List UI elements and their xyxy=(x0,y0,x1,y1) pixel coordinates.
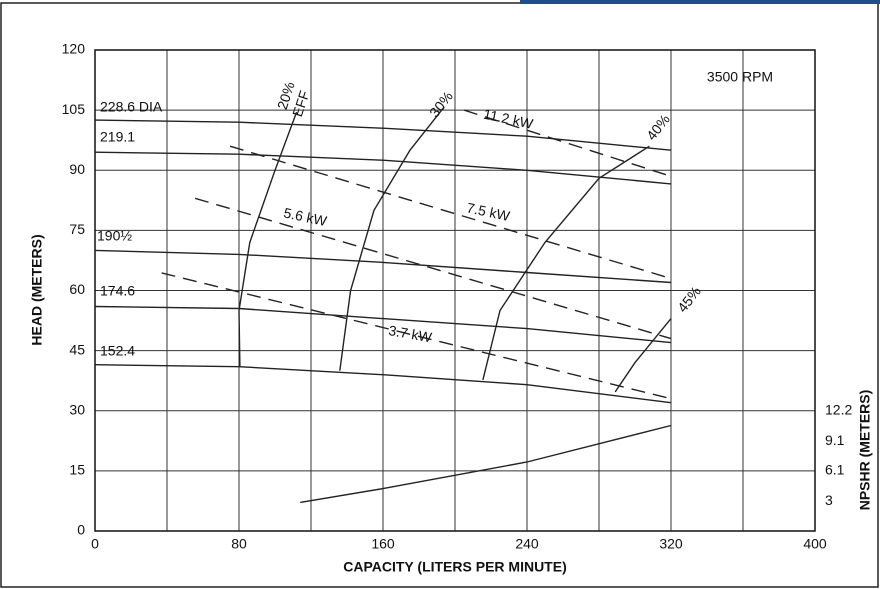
series-label: 152.4 xyxy=(100,343,135,359)
y2-tick-label: 12.2 xyxy=(825,401,852,417)
y-tick-label: 105 xyxy=(62,101,86,117)
x-axis-title: CAPACITY (LITERS PER MINUTE) xyxy=(343,559,567,575)
x-tick-label: 80 xyxy=(231,536,247,552)
y-tick-label: 30 xyxy=(69,401,85,417)
eff-label: EFF xyxy=(289,89,312,119)
curve xyxy=(94,249,672,284)
y-axis-title: HEAD (METERS) xyxy=(29,234,45,345)
x-tick-label: 240 xyxy=(515,536,539,552)
plot-frame xyxy=(94,49,816,532)
curve xyxy=(94,364,672,404)
curve xyxy=(238,111,298,367)
series-label: 190½ xyxy=(97,228,132,244)
rpm-label: 3500 RPM xyxy=(707,69,773,85)
curve xyxy=(94,151,672,185)
y-tick-label: 120 xyxy=(62,41,86,57)
series-label: 7.5 kW xyxy=(465,199,512,224)
curve xyxy=(482,145,650,381)
y2-tick-label: 6.1 xyxy=(825,462,845,478)
power-curve xyxy=(194,197,672,340)
y-tick-label: 0 xyxy=(77,522,85,538)
series-label: 3.7 kW xyxy=(387,322,433,345)
series-label: 174.6 xyxy=(100,283,135,299)
series-label: 219.1 xyxy=(100,129,135,145)
curve xyxy=(300,424,672,504)
y2-tick-label: 3 xyxy=(825,492,833,508)
series-label: 45% xyxy=(674,283,704,315)
y-tick-label: 60 xyxy=(69,281,85,297)
y2-axis-title: NPSHR (METERS) xyxy=(857,390,873,511)
curve xyxy=(614,318,672,393)
y-tick-label: 90 xyxy=(69,161,85,177)
curve xyxy=(94,305,672,344)
curve xyxy=(339,106,445,371)
y-tick-label: 75 xyxy=(69,221,85,237)
x-tick-label: 160 xyxy=(371,536,395,552)
x-tick-label: 320 xyxy=(659,536,683,552)
y2-tick-label: 9.1 xyxy=(825,432,845,448)
y-tick-label: 15 xyxy=(69,462,85,478)
x-tick-label: 400 xyxy=(803,536,827,552)
y-tick-label: 45 xyxy=(69,341,85,357)
power-curve xyxy=(229,145,672,280)
series-label: 40% xyxy=(643,111,673,143)
power-curve xyxy=(463,109,672,177)
series-label: 30% xyxy=(426,88,456,120)
top-bar xyxy=(520,0,880,4)
curve xyxy=(94,119,672,151)
series-label: 228.6 DIA xyxy=(100,99,163,115)
x-tick-label: 0 xyxy=(91,536,99,552)
